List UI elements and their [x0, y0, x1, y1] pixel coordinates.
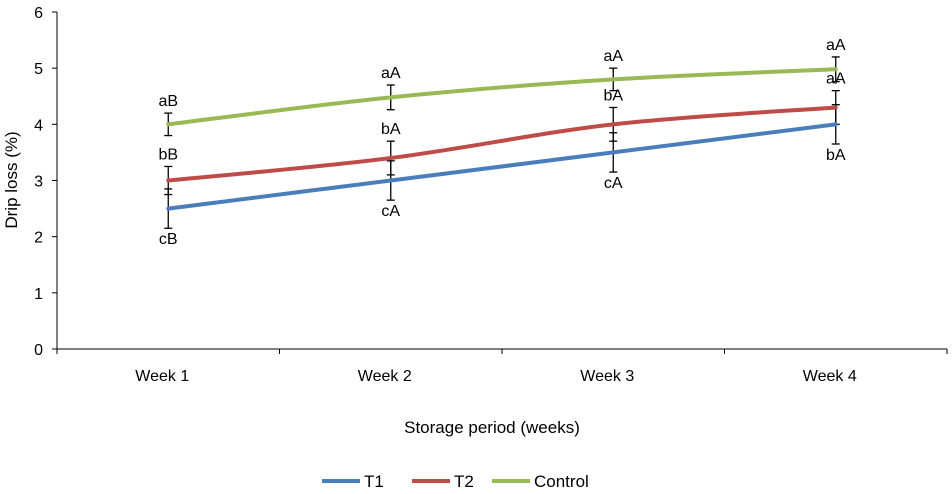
- axes: 0 1 2 3 4 5 6 Week 1 Week 2 Week 3 Week 4: [34, 5, 948, 385]
- y-axis-title: Drip loss (%): [2, 131, 21, 228]
- series-lines: [166, 67, 838, 211]
- significance-letter-t1: cA: [381, 203, 400, 220]
- significance-letter-t2: bA: [381, 121, 401, 138]
- legend-label-control: Control: [534, 472, 589, 491]
- x-axis-title: Storage period (weeks): [404, 418, 580, 437]
- y-tick-label: 2: [34, 230, 43, 247]
- series-line-t2: [166, 105, 838, 183]
- significance-letter-t1: cA: [604, 175, 623, 192]
- y-tick-label: 5: [34, 61, 43, 78]
- significance-letter-control: aA: [826, 37, 846, 54]
- y-tick-label: 6: [34, 5, 43, 22]
- significance-letter-t2: aA: [826, 71, 846, 88]
- significance-letter-t2: bA: [603, 87, 623, 104]
- y-tick-label: 0: [34, 342, 43, 359]
- y-tick-label: 3: [34, 174, 43, 191]
- x-tick-label: Week 2: [358, 368, 412, 385]
- significance-letter-t1: cB: [159, 231, 178, 248]
- x-tick-label: Week 4: [803, 368, 857, 385]
- significance-letter-control: aB: [158, 93, 178, 110]
- series-line-t1: [166, 122, 838, 211]
- legend: T1 T2 Control: [322, 472, 589, 491]
- significance-letter-control: aA: [381, 65, 401, 82]
- x-tick-label: Week 1: [135, 368, 189, 385]
- significance-letter-control: aA: [603, 48, 623, 65]
- legend-label-t2: T2: [454, 472, 474, 491]
- series-line-control: [166, 67, 838, 127]
- x-tick-label: Week 3: [580, 368, 634, 385]
- legend-label-t1: T1: [364, 472, 384, 491]
- significance-letter-t1: bA: [826, 147, 846, 164]
- y-tick-label: 1: [34, 286, 43, 303]
- significance-letters: cB cA cA bA bB bA bA aA aB aA aA aA: [158, 37, 845, 248]
- y-tick-label: 4: [34, 117, 43, 134]
- significance-letter-t2: bB: [158, 146, 178, 163]
